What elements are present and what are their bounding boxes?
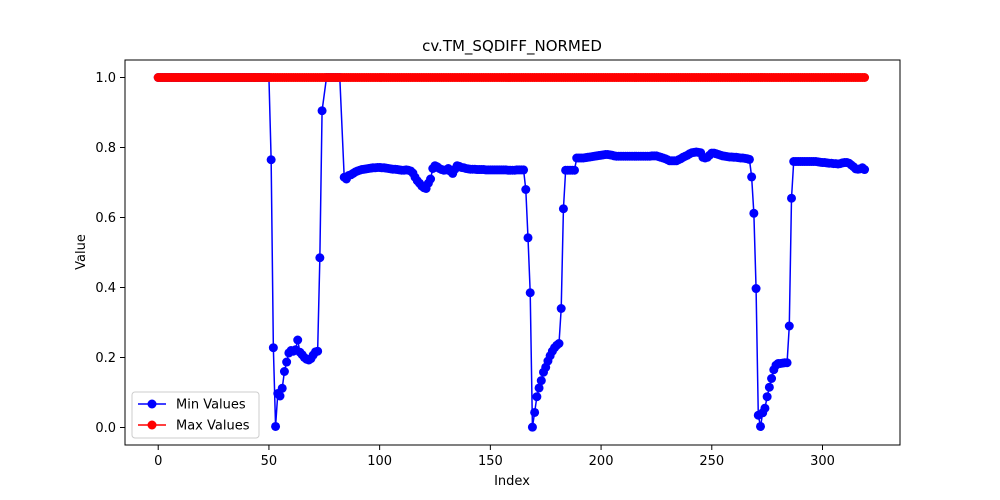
x-tick-label: 50 — [261, 454, 278, 469]
min-values-point — [787, 193, 796, 203]
min-values-point — [315, 253, 325, 263]
min-values-point — [558, 204, 568, 214]
min-values-point — [293, 335, 303, 345]
min-values-point — [521, 185, 531, 194]
min-values-point — [532, 392, 542, 402]
min-values-point — [744, 154, 754, 164]
min-values-point — [530, 407, 540, 417]
y-tick-label: 0.4 — [95, 281, 116, 296]
min-values-point — [266, 155, 276, 165]
min-values-point — [570, 165, 579, 175]
plot-frame — [124, 59, 901, 446]
legend-max-label: Max Values — [176, 419, 250, 434]
x-axis-title: Index — [494, 474, 530, 489]
min-values-point — [519, 165, 529, 175]
axis-ticks: 0 50 100 150 200 250 300 0.0 0.2 0.4 0.6 0.8 1.0 — [95, 71, 835, 469]
min-values-point — [525, 288, 535, 298]
y-tick-label: 0.8 — [95, 141, 116, 156]
x-tick-label: 150 — [478, 454, 503, 469]
x-tick-label: 200 — [589, 454, 614, 469]
y-axis-title: Value — [74, 234, 89, 270]
min-values-point — [760, 403, 770, 413]
min-values-point — [282, 357, 292, 367]
min-values-point — [523, 233, 533, 243]
y-tick-label: 0.2 — [95, 351, 116, 366]
min-values-point — [271, 421, 281, 431]
min-values-point — [317, 106, 327, 116]
min-values-point — [554, 339, 564, 348]
min-values-point — [762, 392, 772, 402]
x-tick-label: 100 — [367, 454, 392, 469]
min-values-point — [275, 391, 285, 401]
min-values-point — [426, 174, 436, 184]
y-tick-label: 0.0 — [95, 421, 116, 436]
y-tick-label: 0.6 — [95, 211, 116, 226]
min-values-point — [279, 367, 289, 376]
legend: Min Values Max Values — [131, 391, 260, 439]
x-tick-label: 250 — [699, 454, 724, 469]
min-values-point — [313, 346, 323, 356]
y-tick-label: 1.0 — [95, 71, 116, 86]
min-values-point — [747, 172, 757, 182]
min-values-point — [764, 382, 774, 392]
min-values-point — [860, 165, 870, 175]
min-values-point — [527, 422, 537, 432]
min-values-point — [784, 321, 794, 331]
x-tick-label: 0 — [154, 454, 162, 469]
min-values-point — [751, 284, 761, 294]
chart-title: cv.TM_SQDIFF_NORMED — [422, 37, 602, 56]
plot-marks — [153, 73, 870, 432]
min-values-point — [268, 343, 278, 353]
x-tick-label: 300 — [810, 454, 835, 469]
legend-max-marker — [147, 420, 157, 430]
min-values-point — [534, 383, 544, 393]
max-values-point — [860, 73, 870, 82]
min-values-point — [556, 304, 566, 313]
min-values-point — [756, 421, 765, 431]
min-values-point — [536, 376, 546, 386]
min-values-point — [782, 358, 792, 368]
legend-min-marker — [147, 399, 157, 409]
min-values-point — [749, 208, 759, 218]
min-values-point — [767, 374, 777, 383]
max-values-series — [153, 73, 870, 82]
legend-min-label: Min Values — [176, 398, 246, 413]
min-values-point — [277, 383, 287, 393]
